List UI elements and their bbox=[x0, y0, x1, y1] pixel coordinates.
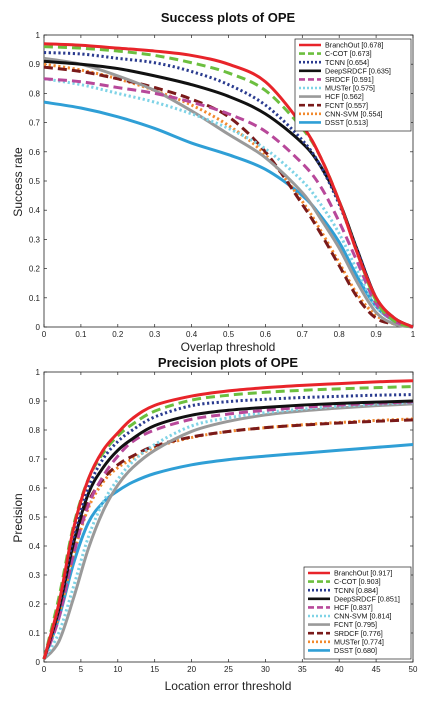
series-line bbox=[42, 379, 414, 660]
legend-entry: FCNT [0.795] bbox=[334, 620, 377, 629]
x-tick-label: 0.7 bbox=[297, 330, 309, 339]
x-tick-label: 0.9 bbox=[371, 330, 383, 339]
legend-entry: CNN-SVM [0.814] bbox=[334, 612, 392, 621]
legend-entry: DeepSRDCF [0.851] bbox=[334, 594, 400, 603]
x-tick-label: 0 bbox=[42, 665, 47, 674]
x-tick-label: 0 bbox=[42, 330, 47, 339]
legend-entry: FCNT [0.557] bbox=[325, 101, 368, 110]
x-tick-label: 0.5 bbox=[223, 330, 235, 339]
y-tick-label: 0 bbox=[36, 658, 41, 667]
legend: BranchOut [0.678]C-COT [0.673]TCNN [0.65… bbox=[294, 38, 412, 132]
x-tick-label: 40 bbox=[335, 665, 344, 674]
precision-plot-panel: Precision plots of OPE Location error th… bbox=[11, 355, 418, 693]
series-line bbox=[42, 399, 414, 660]
legend-entry: BranchOut [0.678] bbox=[325, 41, 383, 50]
y-axis-label: Success rate bbox=[11, 147, 25, 217]
legend-entry: DSST [0.513] bbox=[325, 118, 368, 127]
legend-entry: BranchOut [0.917] bbox=[334, 569, 392, 578]
x-tick-label: 15 bbox=[150, 665, 159, 674]
x-tick-label: 10 bbox=[113, 665, 122, 674]
y-tick-label: 0.7 bbox=[29, 119, 41, 128]
series-line bbox=[43, 56, 414, 329]
chart-title: Precision plots of OPE bbox=[158, 355, 298, 370]
chart-title: Success plots of OPE bbox=[161, 10, 296, 25]
y-tick-label: 0.3 bbox=[29, 571, 41, 580]
series-lines bbox=[42, 379, 414, 661]
series-line bbox=[43, 65, 414, 329]
y-tick-label: 0.1 bbox=[29, 629, 41, 638]
x-tick-label: 0.4 bbox=[186, 330, 198, 339]
series-line bbox=[42, 443, 414, 660]
y-tick-label: 0.9 bbox=[29, 60, 41, 69]
x-tick-label: 45 bbox=[372, 665, 381, 674]
x-tick-label: 50 bbox=[409, 665, 418, 674]
y-tick-label: 0.4 bbox=[29, 542, 41, 551]
success-plot-panel: Success plots of OPE Overlap threshold S… bbox=[11, 10, 416, 354]
y-tick-label: 0.6 bbox=[29, 484, 41, 493]
legend-entry: SRDCF [0.776] bbox=[334, 629, 383, 638]
series-line bbox=[42, 400, 414, 660]
series-line bbox=[42, 400, 414, 660]
y-tick-label: 1 bbox=[36, 31, 41, 40]
legend-entry: DSST [0.680] bbox=[334, 646, 377, 655]
series-line bbox=[43, 100, 414, 329]
x-tick-label: 5 bbox=[79, 665, 84, 674]
series-line bbox=[43, 42, 414, 329]
series-line bbox=[42, 393, 414, 660]
x-axis-label: Overlap threshold bbox=[181, 340, 276, 354]
y-tick-label: 0.6 bbox=[29, 148, 41, 157]
y-tick-label: 0.5 bbox=[29, 513, 41, 522]
legend-entry: TCNN [0.884] bbox=[334, 586, 378, 595]
x-tick-label: 0.2 bbox=[112, 330, 124, 339]
x-tick-label: 20 bbox=[187, 665, 196, 674]
series-line bbox=[42, 402, 414, 661]
y-tick-label: 0.8 bbox=[29, 89, 41, 98]
series-lines bbox=[43, 42, 414, 329]
y-tick-label: 1 bbox=[36, 368, 41, 377]
legend-entry: C-COT [0.673] bbox=[325, 49, 372, 58]
y-tick-label: 0.7 bbox=[29, 455, 41, 464]
x-tick-label: 0.3 bbox=[149, 330, 161, 339]
x-tick-label: 30 bbox=[261, 665, 270, 674]
x-tick-label: 0.6 bbox=[260, 330, 272, 339]
x-tick-label: 0.8 bbox=[334, 330, 346, 339]
x-tick-label: 25 bbox=[224, 665, 233, 674]
legend-entry: DeepSRDCF [0.635] bbox=[325, 66, 391, 75]
legend-entry: CNN-SVM [0.554] bbox=[325, 109, 383, 118]
series-line bbox=[43, 77, 414, 329]
y-tick-label: 0.2 bbox=[29, 265, 41, 274]
legend-entry: MUSTer [0.774] bbox=[334, 637, 384, 646]
y-tick-label: 0.4 bbox=[29, 206, 41, 215]
y-tick-label: 0.3 bbox=[29, 235, 41, 244]
y-tick-label: 0.1 bbox=[29, 294, 41, 303]
y-tick-label: 0.2 bbox=[29, 600, 41, 609]
y-tick-label: 0.5 bbox=[29, 177, 41, 186]
x-axis-label: Location error threshold bbox=[165, 679, 292, 693]
x-tick-label: 35 bbox=[298, 665, 307, 674]
y-tick-label: 0.9 bbox=[29, 397, 41, 406]
y-axis-label: Precision bbox=[11, 493, 25, 542]
legend-entry: MUSTer [0.575] bbox=[325, 84, 375, 93]
x-tick-label: 0.1 bbox=[75, 330, 87, 339]
y-tick-label: 0.8 bbox=[29, 426, 41, 435]
legend-entry: C-COT [0.903] bbox=[334, 577, 381, 586]
legend-entry: HCF [0.837] bbox=[334, 603, 373, 612]
legend-box bbox=[294, 38, 412, 132]
legend-entry: HCF [0.562] bbox=[325, 92, 364, 101]
x-tick-label: 1 bbox=[411, 330, 416, 339]
y-tick-label: 0 bbox=[36, 323, 41, 332]
legend-entry: TCNN [0.654] bbox=[325, 58, 369, 67]
legend: BranchOut [0.917]C-COT [0.903]TCNN [0.88… bbox=[303, 566, 412, 660]
legend-entry: SRDCF [0.591] bbox=[325, 75, 374, 84]
